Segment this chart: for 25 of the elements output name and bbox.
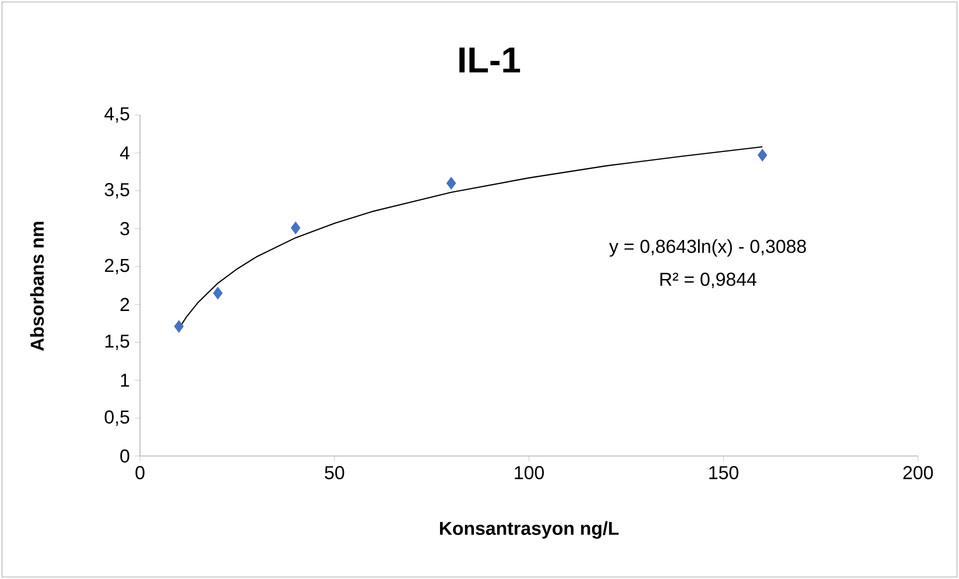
annotation: R² = 0,9844 xyxy=(660,272,756,288)
x-tick-label: 200 xyxy=(903,466,933,480)
point xyxy=(446,176,456,190)
point xyxy=(213,286,223,300)
y-tick-label: 0 xyxy=(120,449,130,463)
x-axis-title: Konsantrasyon ng/L xyxy=(440,521,619,539)
point xyxy=(174,320,184,333)
chart-title: IL-1 xyxy=(459,48,520,72)
point xyxy=(758,148,768,162)
y-tick-label: 2,5 xyxy=(104,258,130,274)
x-tick-label: 150 xyxy=(709,466,738,480)
y-tick-label: 3,5 xyxy=(104,183,130,198)
y-tick-label: 1 xyxy=(121,374,130,387)
y-tick-label: 0,5 xyxy=(104,410,130,426)
x-tick-label: 100 xyxy=(514,466,544,480)
y-tick-label: 4,5 xyxy=(104,107,130,123)
y-tick-label: 4 xyxy=(120,146,130,160)
y-tick-label: 2 xyxy=(120,298,130,311)
point xyxy=(290,222,300,234)
annotation: y = 0,8643ln(x) - 0,3088 xyxy=(609,239,806,257)
y-tick-label: 1,5 xyxy=(105,334,130,350)
x-tick-label: 50 xyxy=(324,466,344,480)
x-tick-label: 0 xyxy=(136,466,144,480)
y-axis-title: Absorbans nm xyxy=(30,222,44,351)
y-tick-label: 3 xyxy=(120,222,130,236)
